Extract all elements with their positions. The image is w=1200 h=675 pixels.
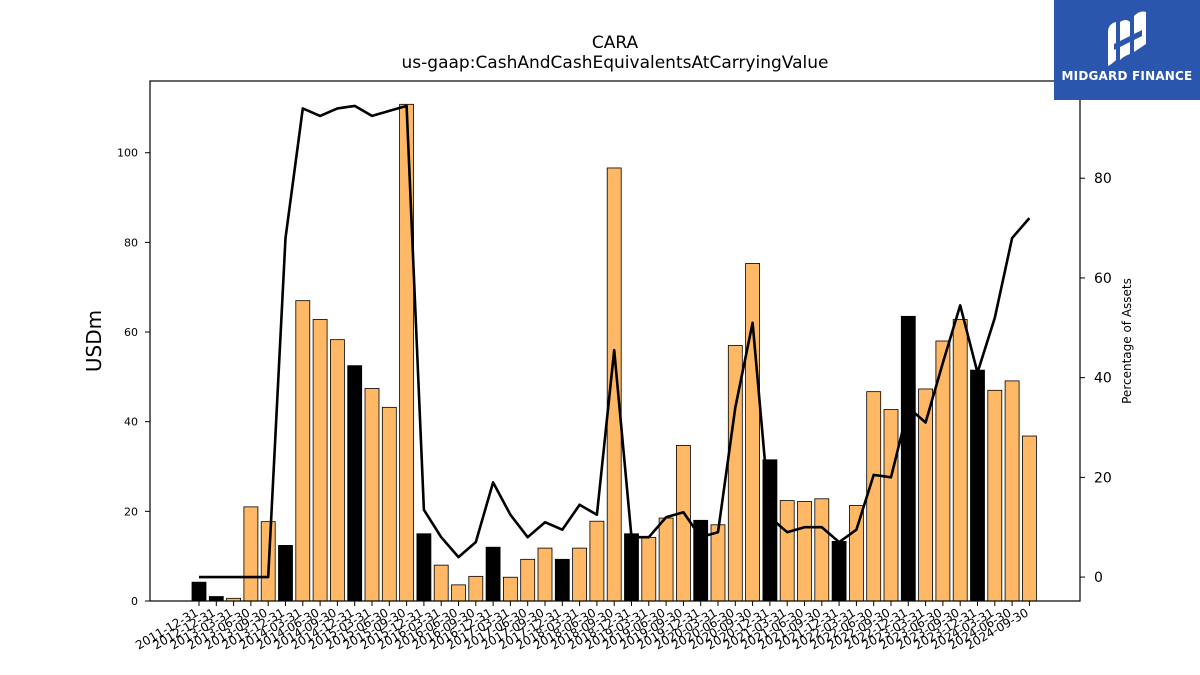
y-tick-label: 20 (124, 505, 138, 518)
bar-2011-12-31 (191, 581, 207, 602)
chart-subtitle: us-gaap:CashAndCashEquivalentsAtCarrying… (402, 53, 829, 73)
y2-tick-label: 40 (1094, 371, 1112, 387)
bar-2015-06-30 (381, 406, 397, 602)
line-series (199, 104, 1031, 579)
bar-2019-06-30 (658, 517, 674, 602)
bar-2018-03-31 (572, 547, 587, 602)
bar-2024-03-31 (987, 389, 1003, 602)
y-axis-label: USDm (82, 310, 106, 372)
bar-2012-12-31 (208, 596, 224, 602)
bar-2019-09-30 (676, 445, 691, 602)
y-axis-left: 0 20 40 60 80 100 (117, 147, 150, 608)
bar-2016-12-31 (485, 546, 501, 602)
bar-2018-12-31 (624, 533, 639, 602)
plot-frame (149, 80, 1081, 602)
bar-2020-09-30 (745, 263, 760, 602)
bar-2014-12-31 (347, 365, 363, 602)
bar-2014-06-30 (312, 319, 328, 602)
bar-2024-06-30 (1004, 380, 1020, 602)
bar-2021-09-30 (814, 498, 830, 602)
y2-tick-label: 80 (1094, 171, 1112, 187)
y-tick-label: 80 (124, 236, 138, 249)
midgard-finance-logo: MIDGARD FINANCE (1054, 0, 1200, 100)
bar-2013-12-31 (278, 545, 293, 602)
bar-2019-12-31 (693, 519, 709, 602)
bar-2023-12-31 (970, 369, 985, 602)
bar-2020-12-31 (762, 459, 778, 602)
percentage-of-assets-line (199, 104, 1031, 579)
bar-2020-03-31 (710, 524, 726, 602)
bar-2021-06-30 (797, 501, 812, 602)
y-tick-label: 40 (124, 416, 138, 429)
bar-2022-12-31 (900, 315, 916, 602)
bar-2019-03-31 (641, 536, 657, 602)
chart-title: CARA (592, 33, 639, 53)
y-tick-label: 0 (131, 595, 138, 608)
bar-2014-09-30 (329, 339, 345, 602)
bar-2017-03-31 (502, 576, 518, 602)
bar-2016-09-30 (468, 575, 484, 602)
y2-axis-label: Percentage of Assets (1120, 278, 1134, 404)
bar-2014-03-31 (295, 300, 311, 602)
bar-2022-09-30 (883, 409, 899, 602)
bar-2018-06-30 (589, 520, 605, 602)
y-tick-label: 60 (124, 326, 138, 339)
bar-2017-09-30 (537, 547, 553, 602)
bar-2023-09-30 (952, 319, 968, 602)
bar-2024-09-30 (1022, 435, 1037, 602)
bar-2021-03-31 (779, 500, 795, 602)
mf-logo-icon (1108, 11, 1146, 66)
bar-2016-06-30 (451, 584, 466, 602)
logo-text: MIDGARD FINANCE (1061, 69, 1193, 83)
y-tick-label: 100 (117, 147, 138, 160)
bar-2015-03-31 (364, 388, 380, 602)
bar-2022-06-30 (866, 391, 882, 602)
y2-tick-label: 0 (1094, 570, 1103, 586)
bar-2016-03-31 (433, 564, 449, 602)
bar-2015-12-31 (416, 533, 432, 602)
bar-2013-06-30 (243, 506, 259, 602)
bar-2017-12-31 (554, 558, 570, 602)
bar-2022-03-31 (849, 505, 864, 602)
bar-2021-12-31 (831, 540, 847, 602)
bar-2017-06-30 (520, 558, 536, 602)
bar-2015-09-30 (399, 103, 415, 602)
y2-tick-label: 20 (1094, 470, 1112, 486)
x-axis: 2011-12-312012-12-312013-03-312013-06-30… (133, 601, 1031, 652)
y2-tick-label: 60 (1094, 271, 1112, 287)
y-axis-right: 0 20 40 60 80 (1080, 171, 1112, 586)
